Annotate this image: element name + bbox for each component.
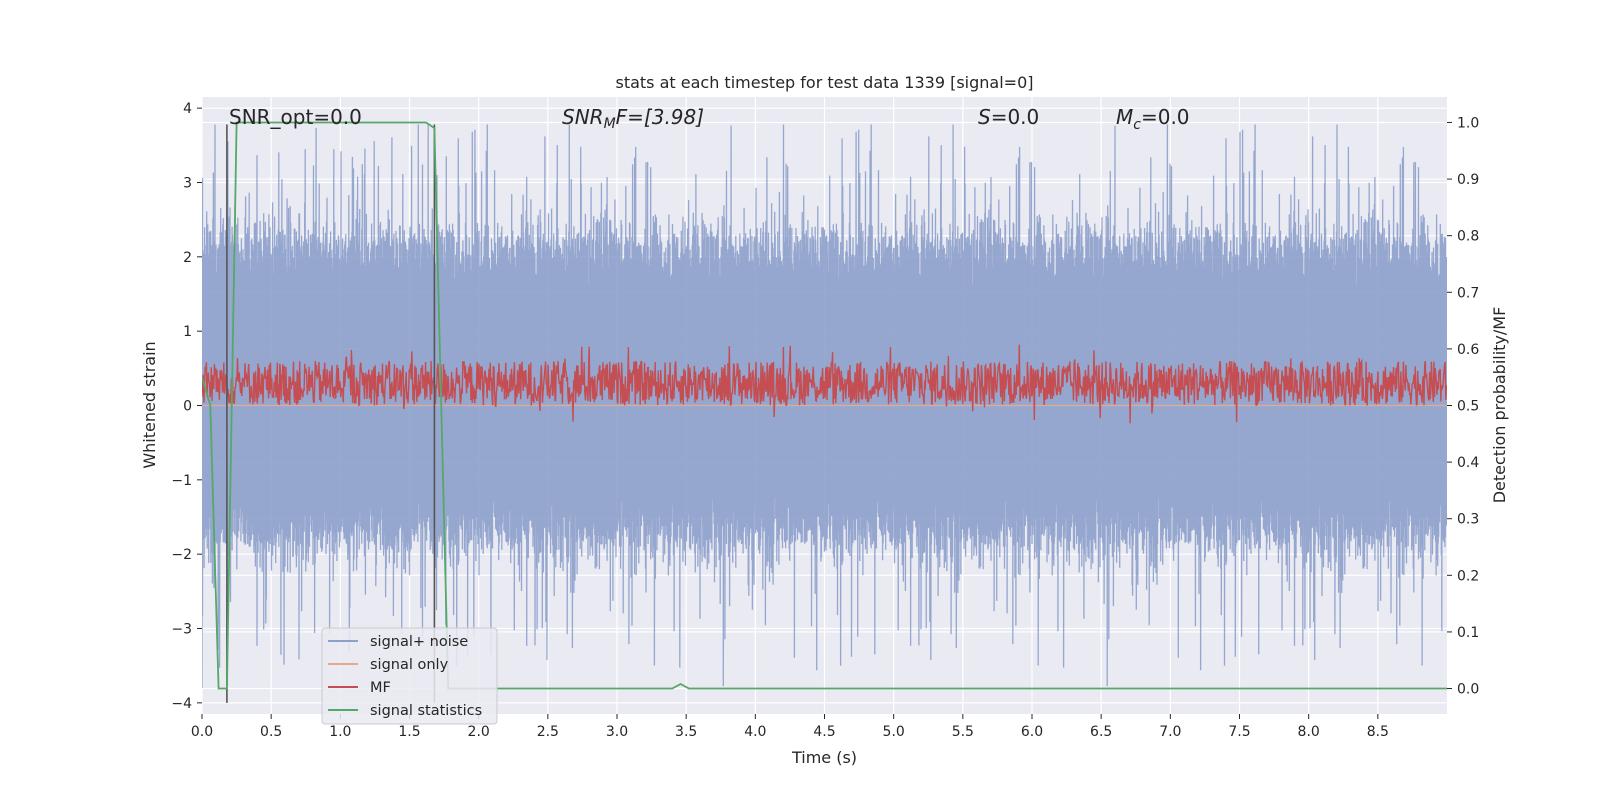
x-tick-label-3: 1.5	[398, 724, 420, 740]
annotation-snr-mf: SNRMF=[3.98]	[562, 105, 704, 132]
x-axis-ticks: 0.0 0.5 1.0 1.5 2.0 2.5 3.0 3.5 4.0 4.5 5.0 5.5 6.0 6…	[191, 714, 1389, 740]
x-tick-label-10: 5.0	[883, 724, 905, 740]
x-tick-label-17: 8.5	[1367, 724, 1389, 740]
right-y-tick-label-2: 0.8	[1457, 229, 1479, 245]
annotation-snr-opt: SNR_opt=0.0	[229, 105, 362, 129]
annotation-mc: Mc=0.0	[1116, 105, 1190, 133]
legend-label-mf: MF	[370, 680, 391, 696]
left-y-tick-label-2: 2	[183, 250, 192, 266]
series-mf	[202, 344, 1447, 424]
x-tick-label-8: 4.0	[744, 724, 766, 740]
annotation-s: S=0.0	[978, 105, 1039, 129]
legend-label-signal-only: signal only	[370, 657, 449, 673]
x-tick-label-13: 6.5	[1090, 724, 1112, 740]
legend-label-signal-statistics: signal statistics	[370, 703, 482, 719]
left-y-tick-label-7: −3	[171, 622, 192, 638]
x-tick-label-14: 7.0	[1159, 724, 1181, 740]
legend-box	[321, 627, 498, 725]
right-y-tick-label-4: 0.6	[1457, 342, 1479, 358]
x-tick-label-12: 6.0	[1021, 724, 1043, 740]
right-y-tick-label-9: 0.1	[1457, 625, 1479, 641]
left-y-tick-label-6: −2	[171, 547, 192, 563]
left-y-tick-label-1: 3	[183, 175, 192, 191]
left-y-tick-label-3: 1	[183, 324, 192, 340]
x-tick-label-15: 7.5	[1228, 724, 1250, 740]
right-y-tick-label-7: 0.3	[1457, 512, 1479, 528]
left-y-tick-label-4: 0	[183, 399, 192, 415]
x-tick-label-5: 2.5	[537, 724, 559, 740]
left-y-axis-label: Whitened strain	[140, 341, 159, 468]
left-y-tick-label-0: 4	[183, 101, 192, 117]
x-tick-label-11: 5.5	[952, 724, 974, 740]
legend-label-signal-plus-noise: signal+ noise	[370, 634, 468, 650]
x-tick-label-9: 4.5	[813, 724, 835, 740]
x-tick-label-1: 0.5	[260, 724, 282, 740]
right-y-tick-label-10: 0.0	[1457, 682, 1479, 698]
x-tick-label-16: 8.0	[1298, 724, 1320, 740]
right-y-axis-ticks: 1.0 0.9 0.8 0.7 0.6 0.5 0.4 0.3 0.2 0.1 0.0	[1447, 115, 1479, 698]
chart-title: stats at each timestep for test data 133…	[615, 73, 1033, 92]
right-y-tick-label-1: 0.9	[1457, 172, 1479, 188]
x-tick-label-7: 3.5	[675, 724, 697, 740]
x-tick-label-2: 1.0	[329, 724, 351, 740]
right-y-tick-label-6: 0.4	[1457, 455, 1479, 471]
x-axis-label: Time (s)	[791, 748, 857, 767]
left-y-tick-label-5: −1	[171, 473, 192, 489]
x-tick-label-4: 2.0	[468, 724, 490, 740]
right-y-tick-label-0: 1.0	[1457, 115, 1479, 131]
right-y-tick-label-8: 0.2	[1457, 568, 1479, 584]
x-tick-label-0: 0.0	[191, 724, 213, 740]
right-y-tick-label-5: 0.5	[1457, 399, 1479, 415]
right-y-tick-label-3: 0.7	[1457, 285, 1479, 301]
vertical-markers	[226, 124, 436, 703]
series-signal-statistics	[202, 121, 1447, 690]
left-y-tick-label-8: −4	[171, 696, 192, 712]
legend: signal+ noise signal only MF signal stat…	[321, 627, 498, 725]
left-y-axis-ticks: 4 3 2 1 0 −1 −2 −3 −4	[171, 101, 202, 712]
x-tick-label-6: 3.0	[606, 724, 628, 740]
right-y-axis-label: Detection probability/MF	[1490, 307, 1509, 504]
